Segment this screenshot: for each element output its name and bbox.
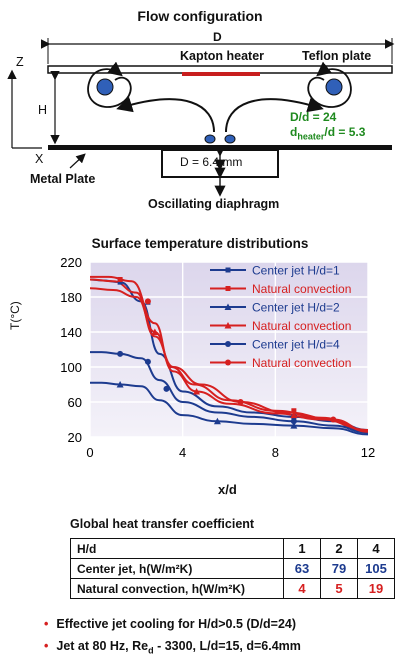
x-tick-label: 4 [179, 445, 186, 460]
y-axis-label: T(°C) [8, 301, 22, 330]
series-line [89, 278, 369, 433]
htc-table: H/d 1 2 4 Center jet, h(W/m²K) 63 79 105… [70, 538, 395, 599]
header-cell: 2 [320, 538, 358, 559]
data-point [163, 385, 170, 392]
header-cell: 4 [357, 538, 395, 559]
table-cell: 19 [357, 578, 395, 599]
jet-flow-left [116, 96, 215, 133]
table-row: Natural convection, h(W/m²K) 4 5 19 [70, 578, 395, 599]
y-tick-label: 60 [68, 395, 82, 410]
row-label: Center jet, h(W/m²K) [70, 558, 284, 579]
jet-vortex-right-icon [224, 134, 236, 144]
data-point [225, 267, 231, 273]
data-point [116, 381, 124, 388]
data-point [151, 328, 159, 335]
jet-flow-right [225, 96, 324, 133]
legend-label: Center jet H/d=1 [252, 264, 340, 278]
jet-vortex-left-icon [204, 134, 216, 144]
data-point [117, 279, 123, 285]
temperature-chart: 0 4 8 12 220 180 140 100 60 20 Center jet H/d=1 Na… [60, 255, 375, 460]
data-point [144, 298, 151, 305]
vortex-left-icon [96, 78, 114, 96]
table-cell: 105 [357, 558, 395, 579]
data-point [224, 322, 232, 329]
legend-label: Center jet H/d=4 [252, 338, 340, 352]
data-point [117, 277, 123, 282]
h-label: H [38, 103, 48, 117]
data-point [117, 350, 124, 357]
bullet-dot-icon: • [44, 617, 49, 631]
data-point [237, 399, 244, 405]
table-header-row: H/d 1 2 4 [70, 538, 395, 559]
ratio-heater-label: dheater/d = 5.3 [290, 125, 366, 142]
x-tick-label: 0 [86, 445, 93, 460]
table-cell: 63 [283, 558, 321, 579]
diaphragm-dimension: D = 6.4 mm [180, 155, 243, 169]
data-point [291, 408, 297, 414]
metal-plate-label: Metal Plate [30, 172, 96, 186]
series-line [89, 287, 369, 432]
y-tick-label: 180 [60, 290, 82, 305]
y-tick-label: 140 [60, 325, 82, 340]
ratio-d-label: D/d = 24 [290, 110, 337, 124]
metal-plate-pointer [69, 153, 86, 169]
table-row: Center jet, h(W/m²K) 63 79 105 [70, 558, 395, 579]
data-point [225, 359, 231, 366]
kapton-label: Kapton heater [180, 49, 265, 63]
bullet-dot-icon: • [44, 639, 49, 653]
data-point [224, 303, 232, 310]
bullet-item: • Effective jet cooling for H/d>0.5 (D/d=… [44, 617, 297, 631]
header-cell: H/d [70, 538, 284, 559]
legend-label: Center jet H/d=2 [252, 301, 340, 315]
flow-diagram [7, 38, 395, 197]
y-tick-label: 220 [60, 255, 82, 270]
header-cell: 1 [283, 538, 321, 559]
data-point [290, 411, 298, 419]
d-label: D [213, 30, 222, 44]
table-cell: 5 [320, 578, 358, 599]
data-point [290, 422, 298, 429]
legend-label: Natural convection [252, 356, 351, 370]
bullet-item: • Jet at 80 Hz, Red - 3300, L/d=15, d=6.4… [44, 639, 301, 656]
z-label: Z [16, 55, 24, 69]
series-line [89, 351, 369, 434]
x-axis-label: x/d [218, 482, 237, 497]
oscillating-label: Oscillating diaphragm [148, 197, 280, 211]
data-point [193, 388, 201, 395]
data-point [213, 417, 221, 425]
table-cell: 4 [283, 578, 321, 599]
kapton-heater [182, 72, 260, 76]
data-point [330, 416, 337, 423]
y-tick-label: 100 [60, 360, 82, 375]
series-line [89, 381, 369, 436]
data-point [225, 286, 231, 291]
legend-label: Natural convection [252, 319, 351, 333]
table-title: Global heat transfer coefficient [70, 517, 255, 531]
legend-label: Natural convection [252, 282, 351, 296]
y-tick-label: 20 [68, 430, 82, 445]
x-label: X [35, 152, 44, 166]
vortex-right-icon [325, 78, 343, 96]
table-cell: 79 [320, 558, 358, 579]
data-point [290, 418, 297, 425]
row-label: Natural convection, h(W/m²K) [70, 578, 284, 599]
data-point [144, 358, 151, 365]
x-tick-label: 12 [361, 445, 375, 460]
x-tick-label: 8 [272, 445, 279, 460]
data-point [225, 341, 231, 347]
flow-title: Flow configuration [137, 8, 263, 24]
teflon-label: Teflon plate [302, 49, 372, 63]
chart-title: Surface temperature distributions [91, 236, 309, 251]
